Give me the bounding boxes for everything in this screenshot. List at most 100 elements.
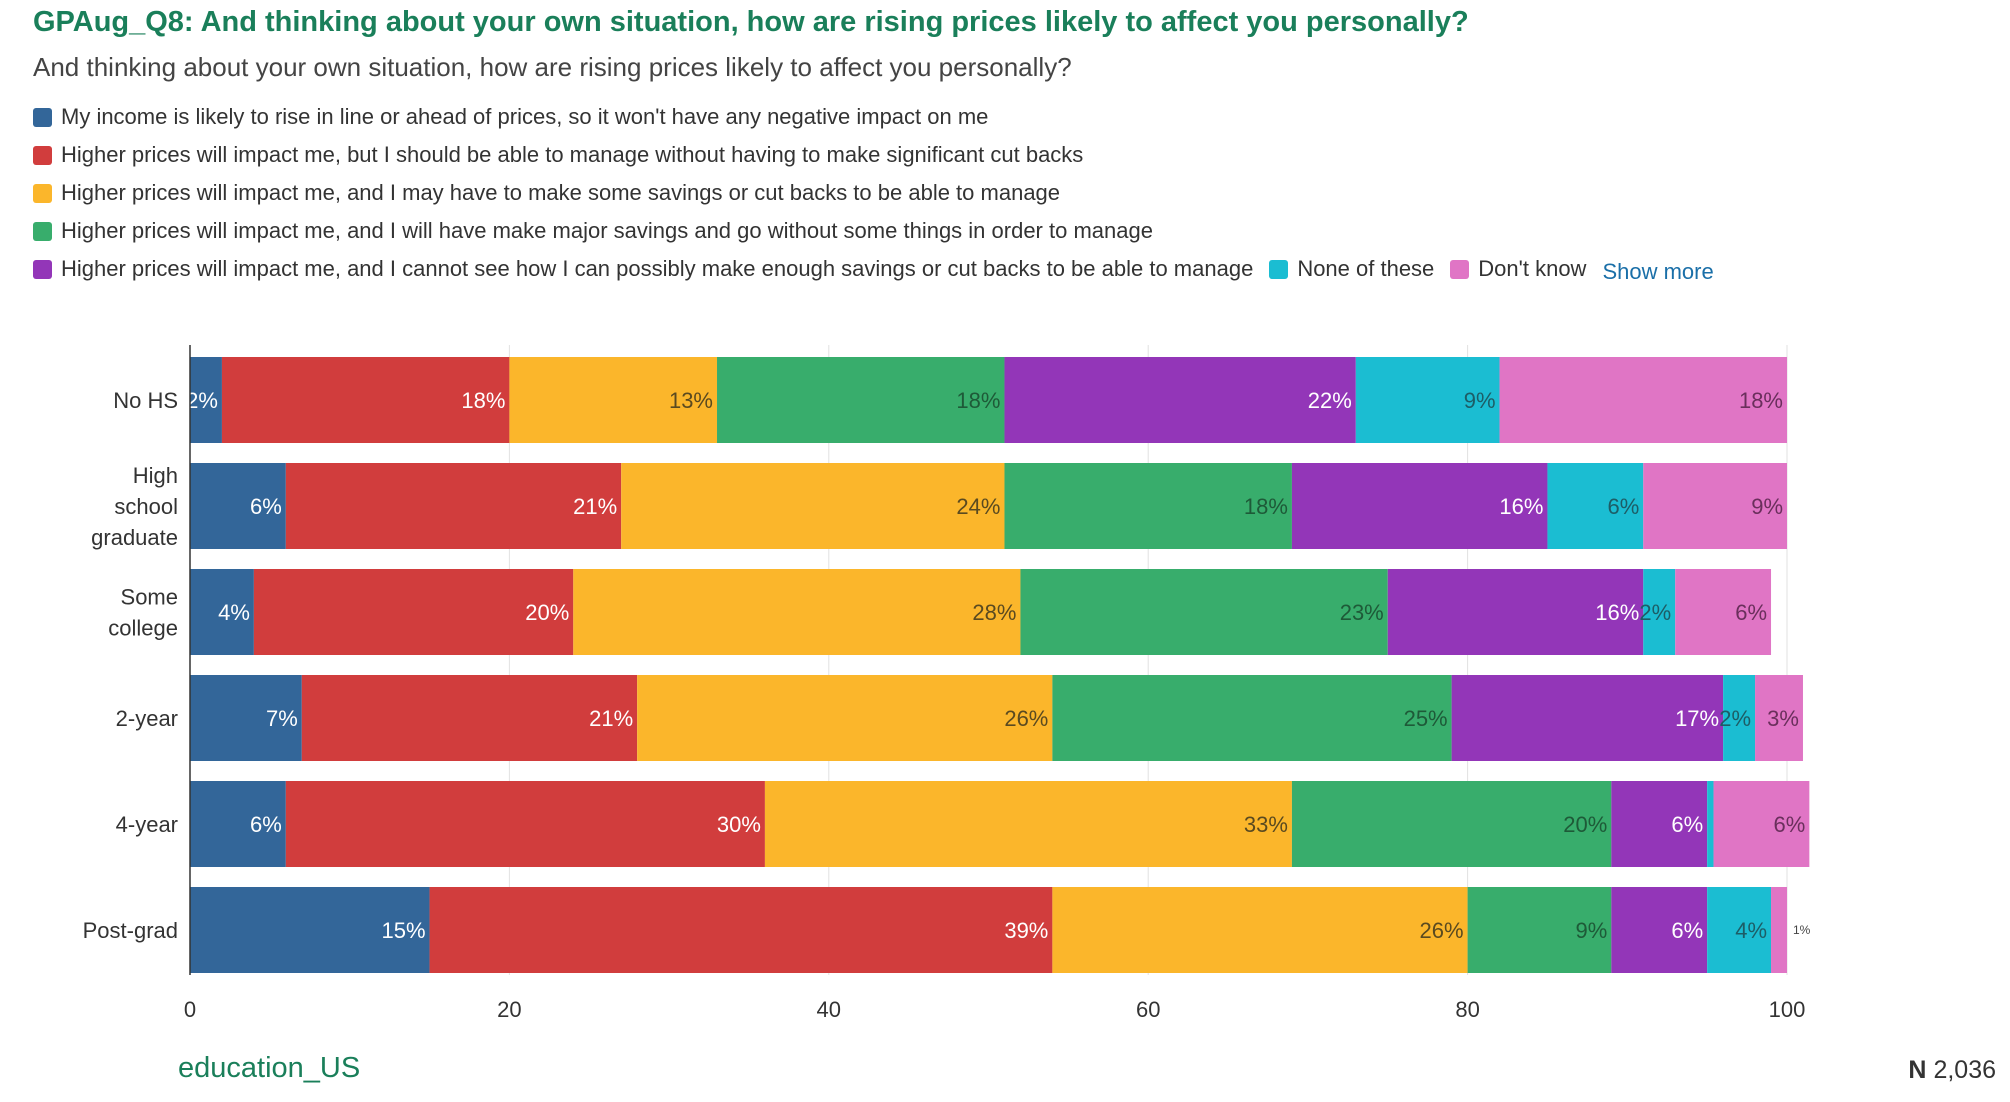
bar-segment: [1052, 887, 1468, 973]
legend-item-dont-know[interactable]: Don't know: [1450, 250, 1586, 288]
stacked-bar-chart: 2% 18% 13% 18% 22% 9% 18% No HS 6% 21% 24% 18% 16% 6%…: [83, 345, 1811, 1022]
data-label: 7%: [266, 706, 298, 731]
bar-segment: [1291, 781, 1612, 867]
x-tick-label: 100: [1769, 997, 1806, 1022]
bar-segment: [764, 781, 1292, 867]
show-more-link[interactable]: Show more: [1602, 258, 1714, 284]
bar-segment: [221, 357, 510, 443]
sample-size: N 2,036: [1908, 1056, 1996, 1085]
bar-segment: [190, 569, 254, 655]
bar-segment: [1723, 675, 1756, 761]
category-label: 4-year: [116, 812, 178, 837]
bar-segment: [1707, 887, 1772, 973]
bar-segment: [621, 463, 1005, 549]
legend-swatch: [33, 259, 52, 279]
chart-subtitle: And thinking about your own situation, h…: [33, 52, 1072, 82]
bar-segment: [1643, 569, 1676, 655]
data-label: 18%: [1739, 388, 1783, 413]
legend-swatch: [33, 221, 52, 241]
x-tick-label: 20: [497, 997, 521, 1022]
variable-label: education_US: [178, 1052, 361, 1084]
x-tick-label: 40: [817, 997, 841, 1022]
data-label: 3%: [1767, 706, 1799, 731]
bar-segment: [1611, 781, 1708, 867]
data-label: 21%: [573, 494, 617, 519]
legend-label: Higher prices will impact me, but I shou…: [61, 142, 1084, 167]
legend-label: Higher prices will impact me, and I will…: [61, 218, 1153, 243]
legend: My income is likely to rise in line or a…: [33, 98, 1993, 291]
data-label: 2%: [186, 388, 218, 413]
legend-item-income-rise[interactable]: My income is likely to rise in line or a…: [33, 98, 988, 136]
bar-segment: [429, 887, 1053, 973]
x-tick-label: 80: [1455, 997, 1479, 1022]
bar-segment: [1771, 887, 1787, 973]
bar-segment: [285, 463, 622, 549]
data-label: 4%: [1735, 918, 1767, 943]
data-label: 6%: [250, 494, 282, 519]
bar-segment: [190, 675, 302, 761]
category-label: Some college: [108, 585, 178, 641]
legend-item-none-of-these[interactable]: None of these: [1269, 250, 1434, 288]
data-label: 18%: [461, 388, 505, 413]
data-label: 20%: [525, 600, 569, 625]
bar-segment: [190, 463, 286, 549]
bar-segment: [1547, 463, 1644, 549]
bar-segment: [1451, 675, 1724, 761]
bar-segment: [1675, 569, 1772, 655]
bar-segment: [573, 569, 1021, 655]
legend-item-cannot-manage[interactable]: Higher prices will impact me, and I cann…: [33, 250, 1253, 288]
bar-segment: [190, 357, 222, 443]
data-label: 18%: [1244, 494, 1288, 519]
data-label: 39%: [1004, 918, 1048, 943]
data-label: 2%: [1719, 706, 1751, 731]
category-label: 2-year: [116, 706, 178, 731]
data-label: 21%: [589, 706, 633, 731]
legend-label: Higher prices will impact me, and I cann…: [61, 256, 1254, 281]
bar-segment: [1291, 463, 1548, 549]
legend-item-manage-without-cutbacks[interactable]: Higher prices will impact me, but I shou…: [33, 136, 1083, 174]
data-label: 6%: [1671, 812, 1703, 837]
legend-swatch: [1450, 259, 1470, 279]
data-label: 6%: [250, 812, 282, 837]
legend-swatch: [33, 107, 52, 127]
legend-label: Higher prices will impact me, and I may …: [61, 180, 1061, 205]
data-label: 20%: [1563, 812, 1607, 837]
bar-segment: [509, 357, 718, 443]
data-label: 16%: [1499, 494, 1543, 519]
data-label: 6%: [1671, 918, 1703, 943]
bar-segment: [1355, 357, 1500, 443]
data-label: 18%: [956, 388, 1000, 413]
data-label: 26%: [1420, 918, 1464, 943]
legend-label: My income is likely to rise in line or a…: [61, 104, 989, 129]
bar-segment: [285, 781, 765, 867]
data-label: 33%: [1244, 812, 1288, 837]
legend-item-major-savings[interactable]: Higher prices will impact me, and I will…: [33, 212, 1153, 250]
bar-segment: [1004, 357, 1356, 443]
bar-segment: [717, 357, 1005, 443]
data-label: 17%: [1675, 706, 1719, 731]
bar-segment: [1611, 887, 1708, 973]
data-label: 30%: [717, 812, 761, 837]
x-tick-label: 0: [184, 997, 196, 1022]
bar-segment: [1499, 357, 1787, 443]
data-label: 6%: [1735, 600, 1767, 625]
data-label: 15%: [382, 918, 426, 943]
data-label: 23%: [1340, 600, 1384, 625]
category-label: No HS: [113, 388, 178, 413]
data-label: 22%: [1308, 388, 1352, 413]
sample-size-label: N: [1908, 1056, 1927, 1084]
data-label: 13%: [669, 388, 713, 413]
legend-item-some-savings[interactable]: Higher prices will impact me, and I may …: [33, 174, 1060, 212]
bar-segment: [1643, 463, 1787, 549]
chart-title: GPAug_Q8: And thinking about your own si…: [33, 6, 1469, 38]
bar-segment: [253, 569, 574, 655]
data-label: 9%: [1464, 388, 1496, 413]
legend-swatch: [33, 183, 52, 203]
bar-segment: [1755, 675, 1803, 761]
data-label: 2%: [1639, 600, 1671, 625]
bar-segment: [190, 887, 430, 973]
data-label: 1%: [1793, 923, 1811, 937]
data-label: 9%: [1576, 918, 1608, 943]
bar-segment: [1004, 463, 1292, 549]
legend-label: Don't know: [1478, 256, 1587, 281]
